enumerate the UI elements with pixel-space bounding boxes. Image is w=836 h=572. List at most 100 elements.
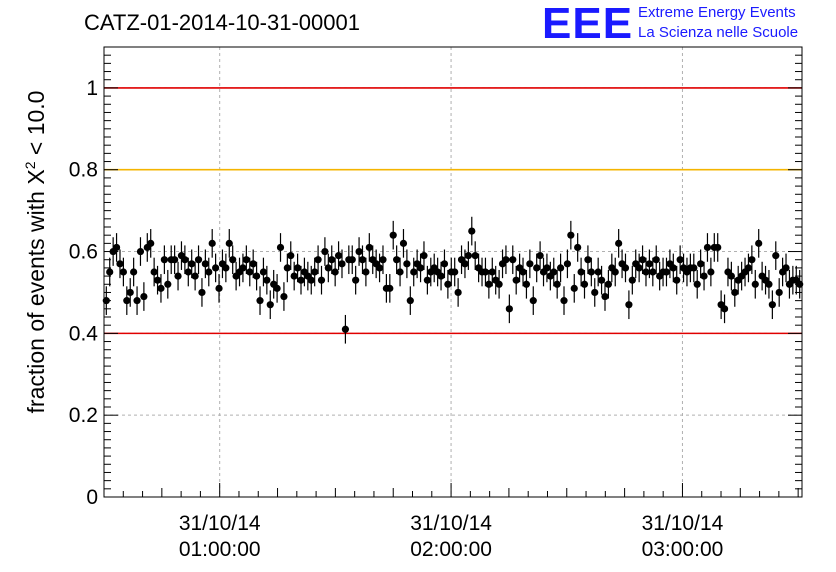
chart-title: CATZ-01-2014-10-31-00001 [84, 10, 360, 35]
data-point [365, 243, 373, 252]
data-point [249, 260, 257, 268]
data-point [358, 256, 367, 264]
data-point [550, 268, 558, 276]
data-point [751, 280, 759, 288]
x-tick-date-label: 31/10/14 [642, 512, 724, 535]
data-point [591, 288, 599, 297]
data-point [444, 280, 452, 288]
data-point [765, 280, 773, 288]
data-point [205, 268, 213, 276]
data-point [454, 288, 462, 297]
data-point [194, 256, 203, 264]
data-point [669, 264, 677, 272]
data-point [116, 260, 124, 268]
data-point [720, 305, 729, 313]
y-tick-label: 0.2 [69, 404, 98, 427]
data-point [212, 264, 220, 272]
data-point [283, 264, 291, 272]
data-point [440, 260, 449, 268]
data-point [341, 325, 350, 333]
data-point [157, 284, 165, 292]
data-point [406, 297, 414, 305]
data-point [181, 256, 189, 264]
data-point [703, 243, 712, 252]
data-point [509, 256, 517, 264]
data-point [242, 256, 250, 264]
data-point [191, 272, 199, 280]
data-point [246, 268, 254, 276]
data-point [130, 268, 138, 276]
data-point [464, 252, 472, 260]
data-point [119, 268, 127, 276]
data-point [625, 301, 633, 309]
data-point [512, 276, 520, 284]
data-point [256, 297, 264, 305]
data-point [266, 301, 274, 309]
y-tick-label: 0.8 [69, 159, 98, 182]
data-point [215, 284, 223, 292]
data-point [423, 276, 431, 284]
x-tick-time-label: 02:00:00 [410, 538, 492, 561]
data-point [276, 243, 285, 252]
plot-frame [103, 46, 803, 498]
logo-line-1: Extreme Energy Events [638, 4, 796, 21]
data-point [772, 252, 780, 260]
data-point [560, 297, 568, 305]
data-point [485, 280, 493, 288]
data-point [393, 256, 401, 264]
data-point [533, 264, 541, 272]
data-point [160, 256, 168, 264]
data-point [297, 276, 305, 284]
data-point [420, 252, 428, 260]
data-point [574, 243, 582, 252]
data-point [133, 297, 141, 305]
data-point [481, 268, 490, 276]
data-point [700, 272, 708, 280]
data-point [410, 268, 418, 276]
data-point [611, 268, 619, 276]
data-point [290, 272, 298, 280]
eee-logo-mark: EEE [542, 0, 634, 48]
data-point [273, 284, 281, 292]
x-tick-time-label: 03:00:00 [642, 538, 724, 561]
data-point [225, 239, 233, 247]
x-tick-date-label: 31/10/14 [410, 512, 492, 535]
data-point [543, 264, 551, 272]
data-point [222, 264, 230, 272]
data-point [416, 264, 425, 272]
data-point [259, 268, 268, 276]
data-point [642, 268, 650, 276]
data-point [635, 264, 643, 272]
data-point [594, 268, 602, 276]
data-point [597, 276, 606, 284]
data-point [314, 256, 322, 264]
data-point [437, 272, 445, 280]
data-point [488, 268, 496, 276]
data-point [153, 276, 162, 284]
y-tick-label: 0.6 [69, 241, 98, 264]
data-point [389, 231, 397, 239]
data-point [536, 252, 544, 260]
data-point [615, 239, 623, 247]
data-point [529, 297, 537, 305]
data-point [662, 268, 671, 276]
data-point [136, 247, 145, 256]
x-tick-time-label: 01:00:00 [179, 538, 261, 561]
data-point [690, 264, 698, 272]
data-point [201, 260, 209, 268]
data-point [331, 268, 339, 276]
data-point [727, 272, 735, 280]
data-point [693, 280, 701, 288]
data-point [396, 268, 404, 276]
data-point [526, 260, 534, 268]
data-point [577, 268, 585, 276]
data-point [321, 247, 329, 256]
data-point [334, 252, 343, 260]
y-tick-label: 0 [86, 486, 98, 509]
data-point [375, 264, 384, 272]
data-point [782, 264, 790, 272]
data-point [652, 256, 660, 264]
data-point [697, 260, 705, 268]
data-point [796, 280, 804, 288]
